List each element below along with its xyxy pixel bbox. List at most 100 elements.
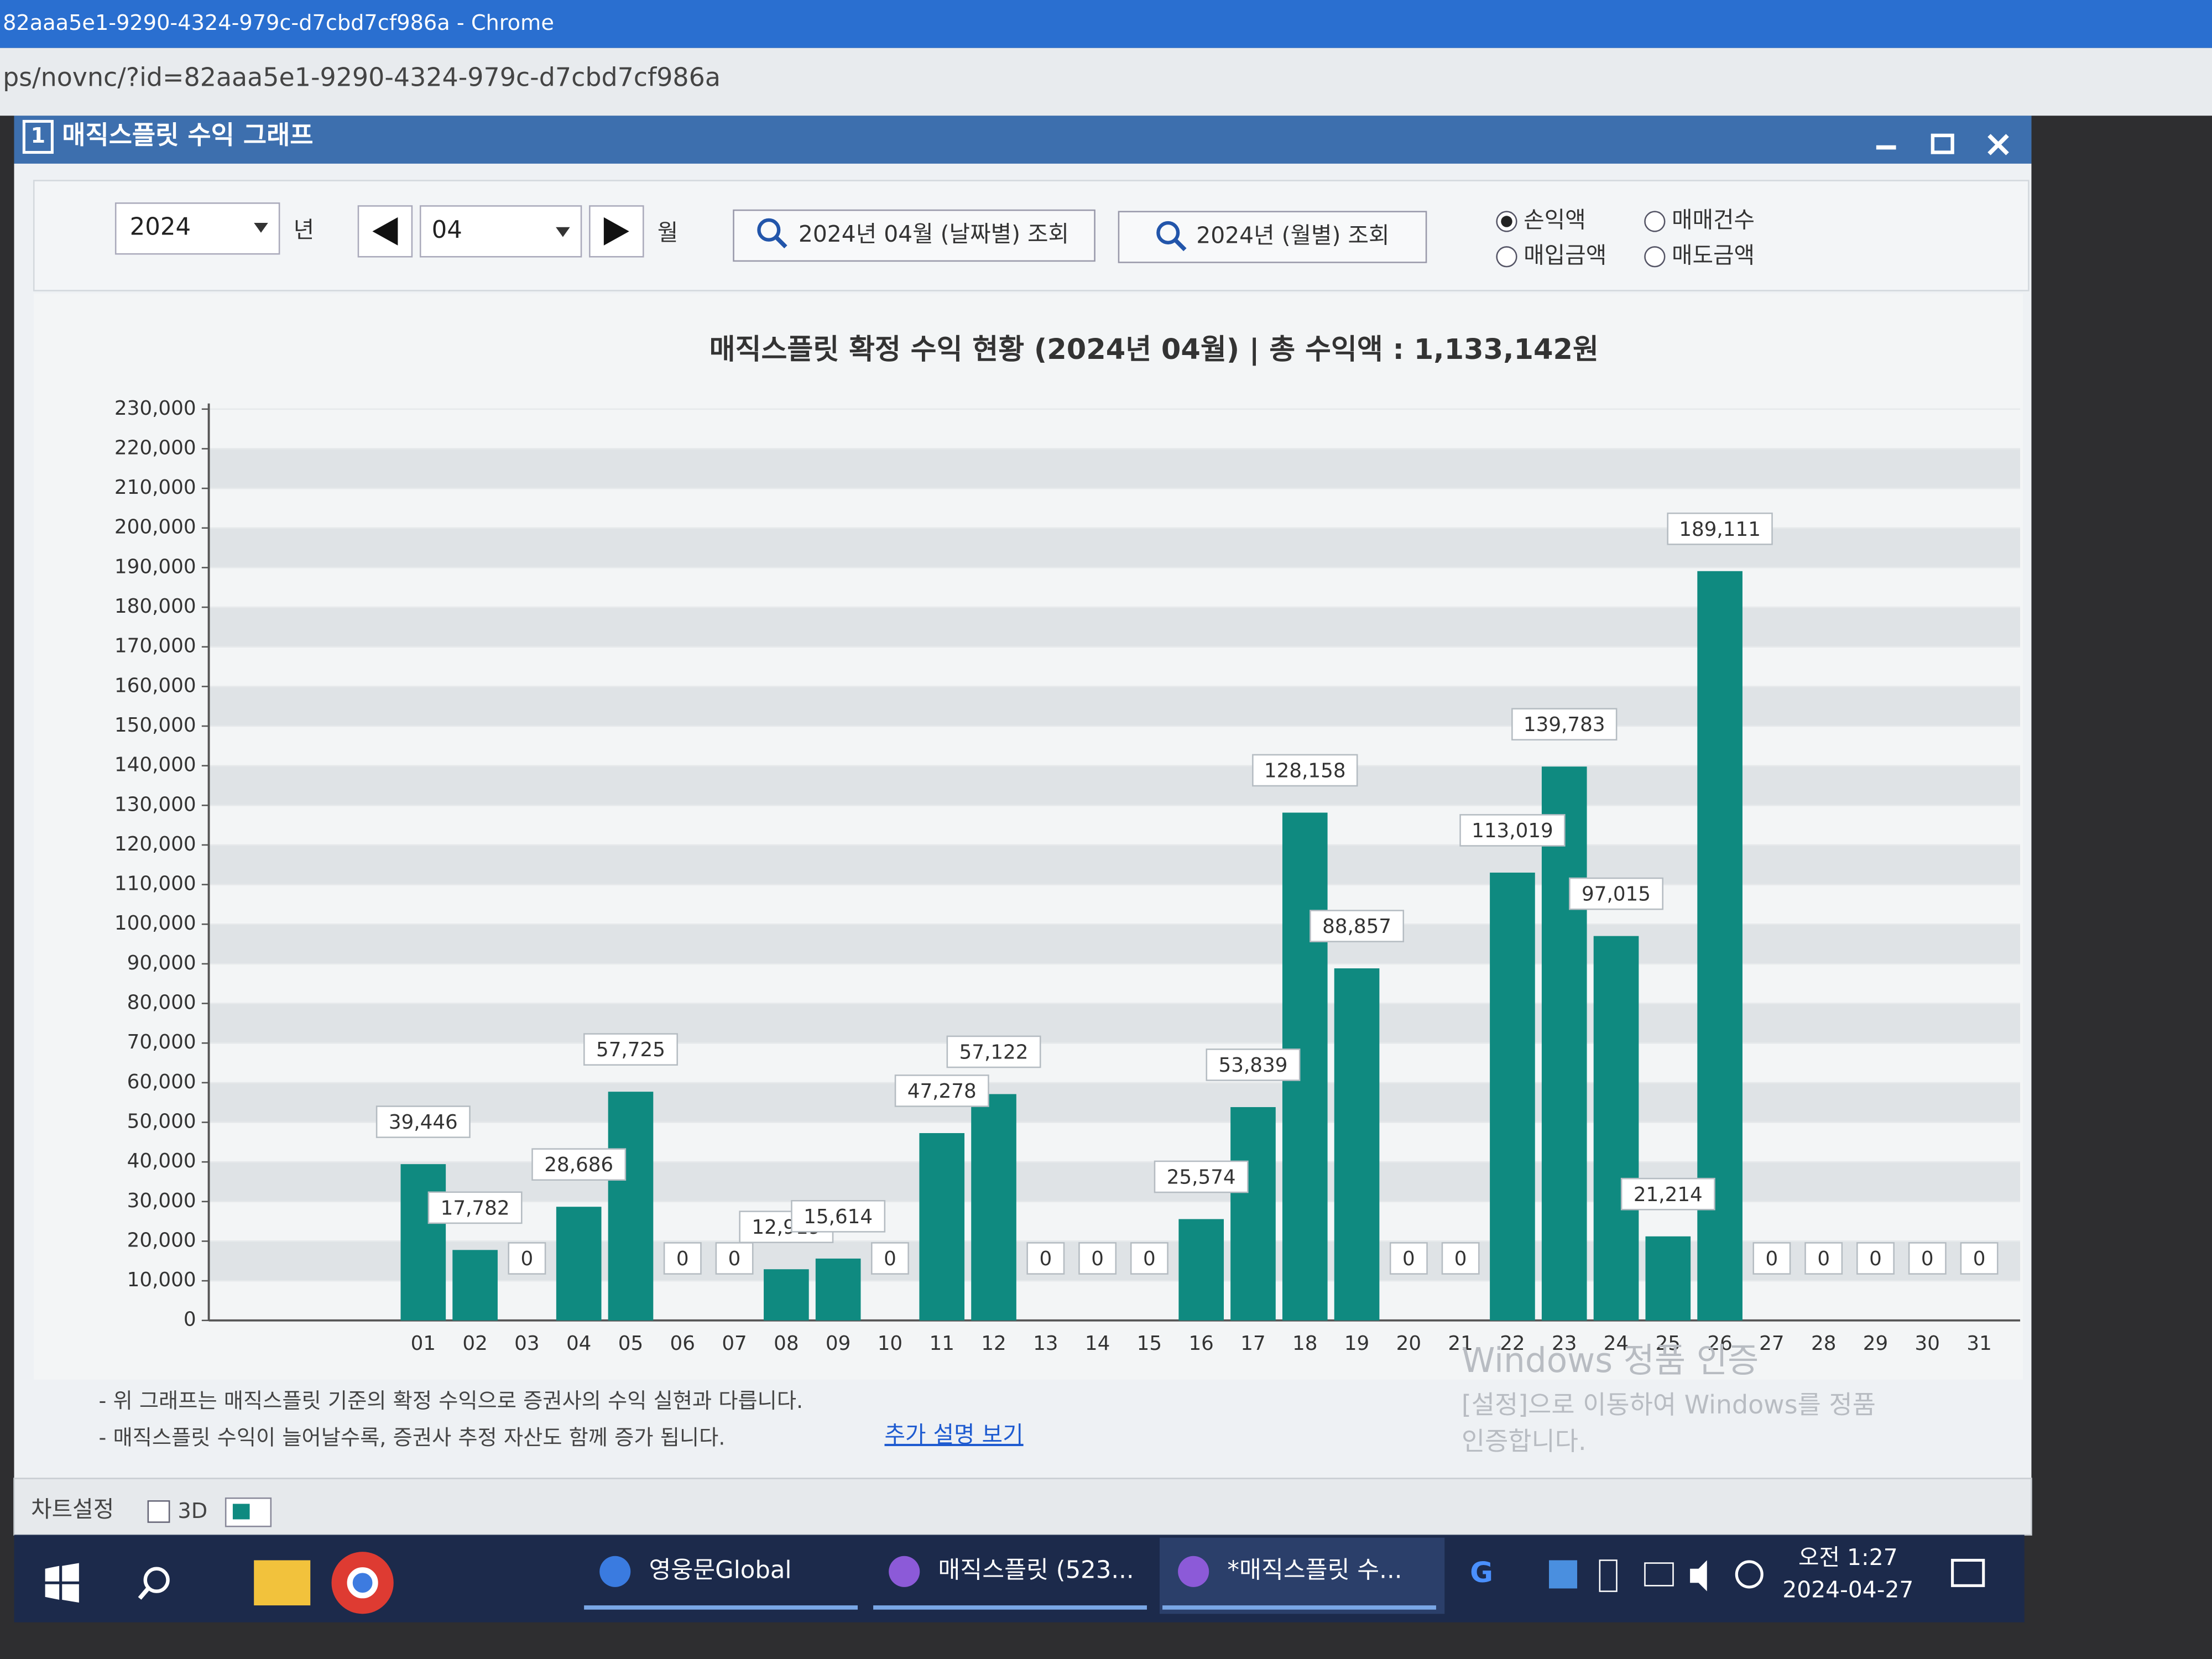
y-tick-label: 230,000 [114, 397, 196, 420]
value-label-box [871, 1242, 909, 1275]
x-tick-label: 08 [774, 1332, 799, 1355]
app-underline [873, 1605, 1147, 1610]
daily-query-button[interactable] [733, 209, 1095, 262]
x-tick-label: 23 [1552, 1332, 1577, 1355]
app-icon[interactable] [889, 1556, 920, 1587]
monthly-query-button[interactable] [1118, 211, 1427, 263]
x-tick-label: 19 [1344, 1332, 1369, 1355]
browser-title: 82aaa5e1-9290-4324-979c-d7cbd7cf986a - C… [3, 11, 554, 35]
note: - 매직스플릿 수익이 늘어날수록, 증권사 추정 자산도 함께 증가 됩니다. [99, 1426, 726, 1451]
app-icon[interactable] [599, 1556, 631, 1587]
y-tick-label: 200,000 [114, 516, 196, 539]
radio-button[interactable] [1644, 211, 1666, 232]
value-label: 0 [884, 1248, 896, 1270]
radio-button[interactable] [1496, 246, 1517, 268]
value-label-box [946, 1035, 1041, 1068]
y-tick-label: 80,000 [127, 992, 196, 1014]
value-label: 0 [1454, 1248, 1467, 1270]
app-label[interactable]: *매직스플릿 수... [1227, 1556, 1402, 1584]
value-label: 47,278 [907, 1080, 977, 1103]
y-tick-label: 50,000 [127, 1110, 196, 1133]
value-label-box [1154, 1160, 1249, 1193]
value-label: 15,614 [804, 1206, 873, 1228]
next-month-button[interactable] [589, 205, 644, 258]
x-tick-label: 29 [1863, 1332, 1888, 1355]
value-label-box [1206, 1048, 1301, 1081]
explorer-icon[interactable] [254, 1560, 311, 1606]
y-tick-label: 90,000 [127, 952, 196, 974]
value-label: 53,839 [1219, 1054, 1288, 1077]
radio-button[interactable] [1644, 246, 1666, 268]
search-icon [757, 218, 781, 242]
value-label: 0 [1973, 1248, 1986, 1270]
app-icon[interactable] [1178, 1556, 1209, 1587]
grid-band [208, 686, 2021, 726]
start-button[interactable] [45, 1563, 79, 1603]
bar [1334, 968, 1380, 1321]
value-label: 0 [1766, 1248, 1778, 1270]
app-label[interactable]: 매직스플릿 (523... [938, 1556, 1134, 1584]
year-unit: 년 [294, 216, 315, 243]
value-label-box [1752, 1242, 1791, 1275]
value-label: 0 [676, 1248, 689, 1270]
maximize-button[interactable] [1931, 133, 1954, 154]
x-tick-label: 17 [1240, 1332, 1265, 1355]
x-tick-label: 20 [1396, 1332, 1421, 1355]
value-label-box [375, 1105, 471, 1138]
value-label: 128,158 [1264, 760, 1346, 782]
year-select[interactable] [114, 202, 280, 255]
value-label: 0 [1143, 1248, 1156, 1270]
window-icon [22, 119, 54, 154]
x-tick-label: 10 [878, 1332, 902, 1355]
y-tick-label: 140,000 [114, 754, 196, 776]
bar [764, 1269, 809, 1321]
month-select[interactable] [419, 205, 582, 258]
x-tick-label: 24 [1604, 1332, 1629, 1355]
value-label-box [531, 1148, 627, 1181]
value-label: 113,019 [1472, 820, 1553, 842]
minimize-button[interactable] [1876, 145, 1896, 150]
value-label: 139,783 [1524, 713, 1605, 736]
value-label-box [1026, 1242, 1065, 1275]
window-number: 1 [31, 123, 46, 148]
value-label-box [1389, 1242, 1428, 1275]
value-label-box [1960, 1242, 1999, 1275]
daily-query-label: 2024년 04월 (날짜별) 조회 [799, 221, 1069, 247]
y-tick-label: 210,000 [114, 476, 196, 499]
grid-band [208, 448, 2021, 489]
close-button[interactable] [1987, 134, 2009, 155]
window-titlebar [14, 116, 2032, 164]
x-tick-label: 15 [1137, 1332, 1162, 1355]
app-label[interactable]: 영웅문Global [649, 1556, 791, 1584]
chart-type-icon [232, 1504, 250, 1520]
tray-icon [1644, 1562, 1674, 1587]
grid-band [208, 924, 2021, 964]
month-value: 04 [432, 216, 462, 244]
value-label-box [1511, 708, 1618, 741]
tray-icon: G [1470, 1557, 1493, 1589]
value-label-box [1441, 1242, 1480, 1275]
y-tick-label: 100,000 [114, 912, 196, 935]
y-tick-label: 10,000 [127, 1269, 196, 1291]
watermark: Windows 정품 인증 [1462, 1341, 1759, 1380]
bar [1645, 1236, 1691, 1321]
checkbox-3d[interactable] [147, 1500, 170, 1523]
address-bar [0, 48, 2212, 116]
value-label-box [1908, 1242, 1947, 1275]
more-info-link[interactable]: 추가 설명 보기 [884, 1421, 1023, 1448]
x-tick-label: 30 [1915, 1332, 1940, 1355]
value-label: 25,574 [1167, 1166, 1236, 1189]
x-tick-label: 13 [1033, 1332, 1058, 1355]
y-tick-label: 70,000 [127, 1031, 196, 1053]
notification-button[interactable] [1951, 1558, 1985, 1587]
x-tick-label: 01 [411, 1332, 436, 1355]
tray-icon [1599, 1559, 1618, 1592]
bar [1593, 936, 1639, 1321]
value-label-box [427, 1191, 523, 1224]
value-label: 28,686 [544, 1154, 613, 1176]
search-button[interactable] [143, 1567, 170, 1593]
prev-month-button[interactable] [357, 205, 413, 258]
value-label: 97,015 [1582, 883, 1651, 906]
